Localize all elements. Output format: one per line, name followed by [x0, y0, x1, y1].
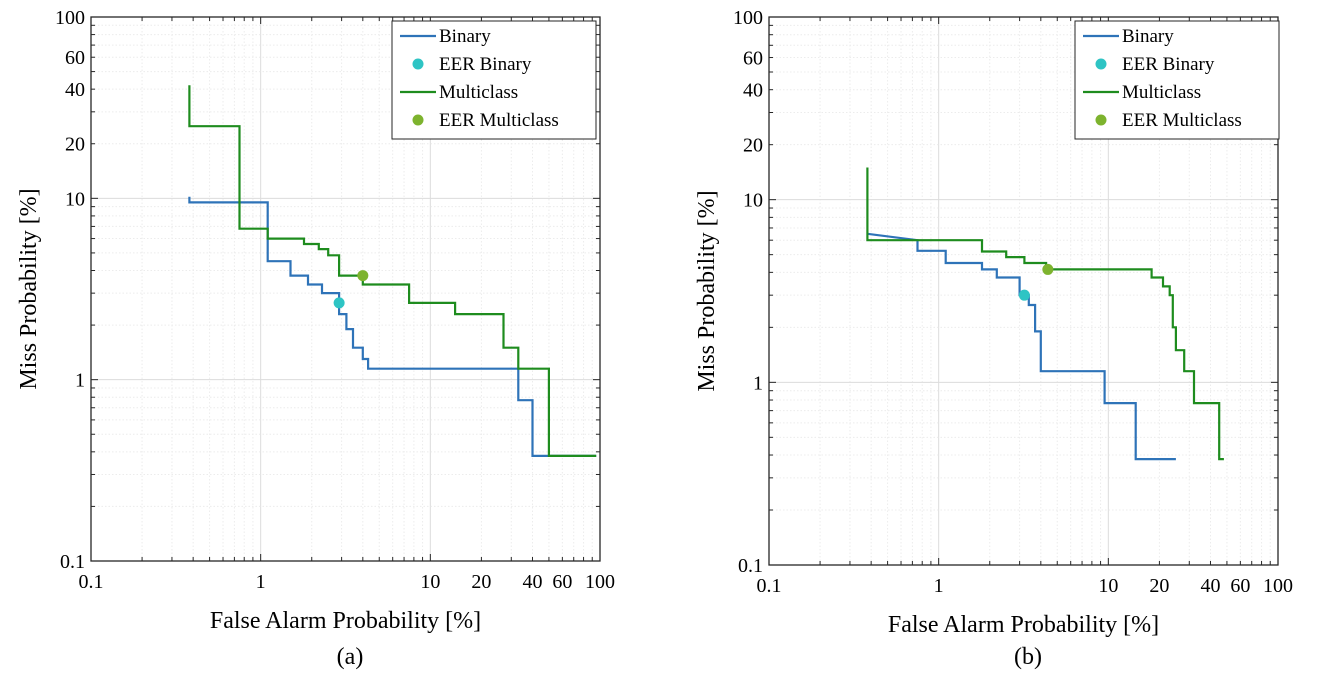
- y-tick-label: 20: [65, 134, 85, 156]
- panel-caption: (b): [1014, 644, 1042, 670]
- y-tick-label: 100: [733, 7, 763, 29]
- legend-entry-label: EER Binary: [1122, 54, 1215, 75]
- legend-swatch-marker: [1095, 58, 1107, 70]
- axes-box: [90, 16, 601, 562]
- y-tick-label: 40: [65, 79, 85, 101]
- y-tick-label: 1: [75, 370, 85, 392]
- panel-caption: (a): [337, 644, 364, 670]
- y-tick-label: 100: [55, 7, 85, 29]
- legend-entry-label: EER Multiclass: [439, 110, 559, 131]
- y-tick-label: 40: [743, 80, 763, 102]
- y-tick-label: 0.1: [60, 551, 85, 573]
- y-tick-label: 60: [65, 47, 85, 69]
- x-axis-label: False Alarm Probability [%]: [888, 612, 1159, 638]
- y-tick-label: 60: [743, 48, 763, 70]
- legend-entry-label: Binary: [439, 26, 491, 47]
- legend-swatch-marker: [412, 114, 424, 126]
- y-tick-label: 1: [753, 372, 763, 394]
- series-point-eer-binary: [1018, 289, 1030, 301]
- x-tick-label: 60: [1230, 575, 1250, 597]
- series-point-eer-multiclass: [357, 270, 369, 282]
- x-tick-label: 1: [934, 575, 944, 597]
- x-tick-label: 20: [1149, 575, 1169, 597]
- x-axis-label: False Alarm Probability [%]: [210, 608, 481, 634]
- tick-marks: [90, 17, 600, 562]
- legend-swatch-marker: [412, 58, 424, 70]
- y-axis-label: Miss Probability [%]: [16, 188, 42, 389]
- legend: Binary EER Binary Multiclass EER Multiclass: [1074, 20, 1280, 140]
- x-tick-label: 0.1: [79, 571, 104, 593]
- legend-entry-label: EER Binary: [439, 54, 532, 75]
- legend-entry-label: Multiclass: [1122, 82, 1201, 103]
- x-tick-label: 10: [1098, 575, 1118, 597]
- x-tick-label: 1: [256, 571, 266, 593]
- series-line-multiclass: [188, 85, 597, 457]
- x-tick-label: 100: [585, 571, 615, 593]
- legend: Binary EER Binary Multiclass EER Multiclass: [391, 20, 597, 140]
- series-point-eer-multiclass: [1042, 263, 1054, 275]
- y-axis-label: Miss Probability [%]: [694, 190, 720, 391]
- y-tick-label: 0.1: [738, 555, 763, 577]
- x-tick-label: 60: [552, 571, 572, 593]
- series-line-multiclass: [866, 167, 1224, 461]
- x-tick-label: 100: [1263, 575, 1293, 597]
- series-point-eer-binary: [333, 297, 345, 309]
- chart-panel-1: 0.1 1 10 20 40 60 100 0.1 1 10 20 40 60 100 False Alar…: [16, 7, 615, 670]
- legend-entry-label: Multiclass: [439, 82, 518, 103]
- y-tick-label: 20: [743, 135, 763, 157]
- x-tick-label: 40: [522, 571, 542, 593]
- y-tick-label: 10: [743, 190, 763, 212]
- series-line-binary: [188, 196, 597, 457]
- x-tick-label: 20: [471, 571, 491, 593]
- legend-box: [391, 20, 597, 140]
- legend-entry-label: Binary: [1122, 26, 1174, 47]
- legend-box: [1074, 20, 1280, 140]
- x-tick-label: 10: [420, 571, 440, 593]
- chart-panel-2: 0.1 1 10 20 40 60 100 0.1 1 10 20 40 60 100 False Alar…: [694, 7, 1293, 670]
- x-tick-label: 40: [1200, 575, 1220, 597]
- legend-swatch-marker: [1095, 114, 1107, 126]
- y-tick-label: 10: [65, 188, 85, 210]
- axes-box: [768, 16, 1279, 566]
- legend-entry-label: EER Multiclass: [1122, 110, 1242, 131]
- x-tick-label: 0.1: [757, 575, 782, 597]
